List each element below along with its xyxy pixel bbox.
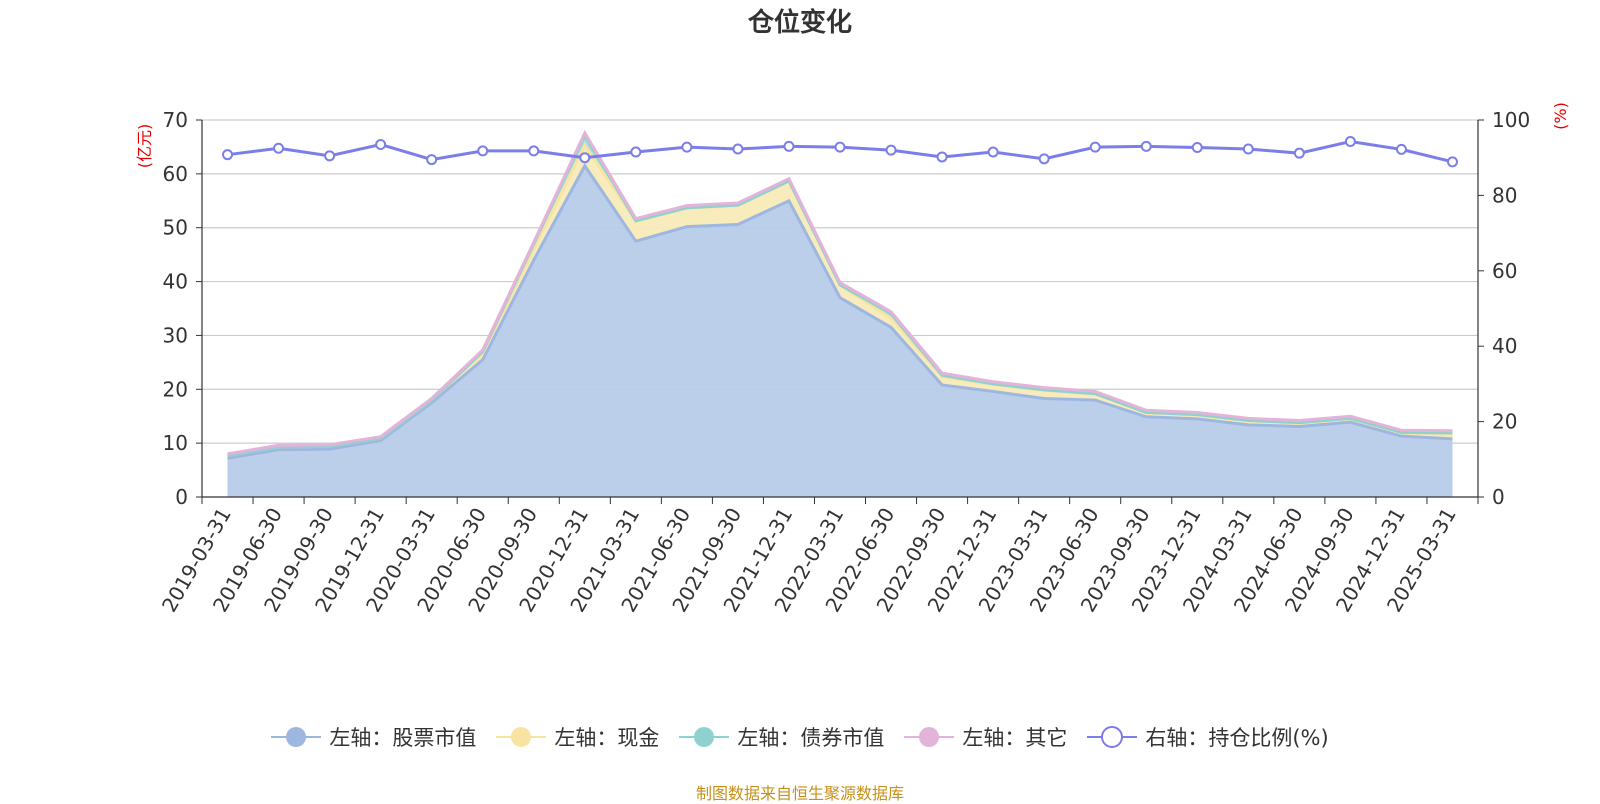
line-other bbox=[227, 129, 1453, 456]
ratio-point[interactable] bbox=[1140, 140, 1152, 152]
legend-item-stock[interactable]: 左轴：股票市值 bbox=[271, 722, 476, 752]
legend-cash-icon bbox=[496, 727, 547, 747]
ratio-point[interactable] bbox=[477, 145, 489, 157]
ratio-point[interactable] bbox=[1395, 143, 1407, 155]
legend-label-stock: 左轴：股票市值 bbox=[329, 726, 477, 750]
ratio-point[interactable] bbox=[426, 154, 438, 166]
left-axis-unit: (亿元) bbox=[135, 124, 154, 169]
source-note: 制图数据来自恒生聚源数据库 bbox=[695, 784, 904, 803]
legend-item-other[interactable]: 左轴：其它 bbox=[904, 722, 1067, 752]
legend-ratio-icon bbox=[1087, 726, 1138, 748]
ratio-point[interactable] bbox=[375, 139, 387, 151]
legend-label-ratio: 右轴：持仓比例(%) bbox=[1145, 726, 1329, 750]
ratio-point[interactable] bbox=[579, 152, 591, 164]
legend-stock-icon bbox=[271, 727, 322, 747]
right-tick-label: 20 bbox=[1492, 410, 1517, 434]
ratio-point[interactable] bbox=[273, 142, 285, 154]
ratio-point[interactable] bbox=[1293, 147, 1305, 159]
left-tick-label: 40 bbox=[163, 270, 188, 294]
ratio-line-layer bbox=[222, 135, 1458, 168]
line-stock bbox=[227, 162, 1453, 460]
right-tick-label: 40 bbox=[1492, 334, 1517, 358]
ratio-point[interactable] bbox=[324, 150, 336, 162]
ratio-point[interactable] bbox=[834, 141, 846, 153]
ratio-point[interactable] bbox=[1446, 156, 1458, 168]
left-tick-label: 0 bbox=[175, 485, 188, 509]
stacked-areas bbox=[227, 129, 1453, 497]
ratio-point[interactable] bbox=[1344, 135, 1356, 147]
legend-label-other: 左轴：其它 bbox=[962, 726, 1068, 750]
ratio-point[interactable] bbox=[732, 143, 744, 155]
left-tick-label: 10 bbox=[163, 431, 188, 455]
ratio-point[interactable] bbox=[987, 146, 999, 158]
left-tick-label: 60 bbox=[163, 162, 188, 186]
ratio-point[interactable] bbox=[1242, 143, 1254, 155]
ratio-point[interactable] bbox=[783, 140, 795, 152]
legend-label-cash: 左轴：现金 bbox=[554, 726, 660, 750]
legend-item-cash[interactable]: 左轴：现金 bbox=[496, 722, 659, 752]
left-tick-label: 20 bbox=[163, 377, 188, 401]
ratio-point[interactable] bbox=[936, 151, 948, 163]
left-tick-label: 50 bbox=[163, 216, 188, 240]
legend: 左轴：股票市值 左轴：现金 左轴：债券市值 左轴：其它 右轴：持仓比例(%) bbox=[0, 722, 1600, 752]
right-tick-label: 80 bbox=[1492, 183, 1517, 207]
ratio-point[interactable] bbox=[222, 149, 234, 161]
ratio-point[interactable] bbox=[630, 146, 642, 158]
right-axis-unit: (%) bbox=[1551, 102, 1570, 130]
legend-bond-icon bbox=[679, 727, 730, 747]
left-tick-label: 30 bbox=[163, 323, 188, 347]
ratio-point[interactable] bbox=[1089, 141, 1101, 153]
ratio-point[interactable] bbox=[528, 145, 540, 157]
ratio-point[interactable] bbox=[681, 141, 693, 153]
ratio-point[interactable] bbox=[1038, 153, 1050, 165]
right-tick-label: 100 bbox=[1492, 108, 1530, 132]
left-tick-label: 70 bbox=[163, 108, 188, 132]
legend-item-ratio[interactable]: 右轴：持仓比例(%) bbox=[1087, 722, 1329, 752]
ratio-point[interactable] bbox=[885, 144, 897, 156]
legend-other-icon bbox=[904, 727, 955, 747]
legend-item-bond[interactable]: 左轴：债券市值 bbox=[679, 722, 884, 752]
ratio-point[interactable] bbox=[1191, 142, 1203, 154]
right-tick-label: 0 bbox=[1492, 485, 1505, 509]
right-tick-label: 60 bbox=[1492, 259, 1517, 283]
chart-title: 仓位变化 bbox=[747, 8, 852, 38]
area-stock bbox=[227, 165, 1453, 497]
legend-label-bond: 左轴：债券市值 bbox=[737, 726, 885, 750]
